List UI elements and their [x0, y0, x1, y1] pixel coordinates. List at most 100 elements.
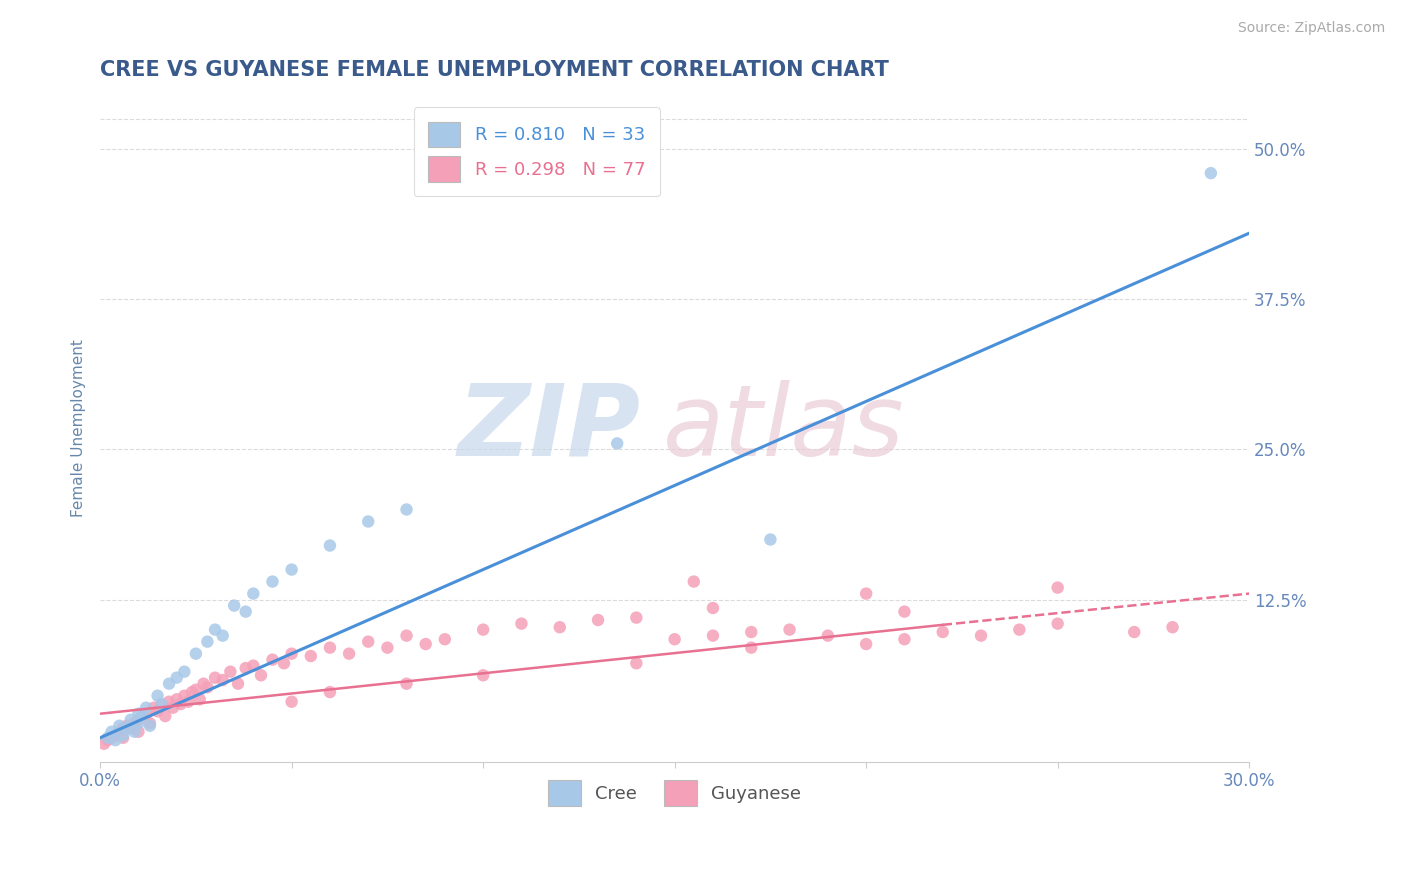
- Point: [855, 586, 877, 600]
- Point: [357, 515, 380, 529]
- Point: [211, 629, 233, 643]
- Point: [1046, 581, 1069, 595]
- Point: [139, 719, 162, 733]
- Point: [193, 676, 215, 690]
- Point: [204, 623, 226, 637]
- Point: [1161, 620, 1184, 634]
- Point: [195, 681, 218, 695]
- Text: atlas: atlas: [664, 380, 905, 477]
- Point: [626, 657, 648, 671]
- Point: [112, 721, 135, 735]
- Point: [224, 599, 246, 613]
- Point: [173, 689, 195, 703]
- Text: CREE VS GUYANESE FEMALE UNEMPLOYMENT CORRELATION CHART: CREE VS GUYANESE FEMALE UNEMPLOYMENT COR…: [100, 60, 889, 79]
- Point: [1046, 616, 1069, 631]
- Point: [242, 658, 264, 673]
- Point: [586, 613, 609, 627]
- Point: [702, 629, 724, 643]
- Point: [131, 709, 153, 723]
- Point: [124, 724, 146, 739]
- Point: [970, 629, 993, 643]
- Point: [817, 629, 839, 643]
- Point: [184, 682, 207, 697]
- Point: [104, 733, 127, 747]
- Point: [472, 668, 495, 682]
- Point: [124, 716, 146, 731]
- Point: [510, 616, 533, 631]
- Point: [740, 640, 762, 655]
- Point: [1199, 166, 1222, 180]
- Point: [779, 623, 801, 637]
- Point: [893, 632, 915, 647]
- Point: [702, 601, 724, 615]
- Point: [262, 574, 284, 589]
- Point: [108, 719, 131, 733]
- Point: [280, 695, 302, 709]
- Point: [97, 731, 120, 745]
- Point: [262, 653, 284, 667]
- Point: [932, 625, 955, 640]
- Point: [112, 728, 135, 742]
- Point: [415, 637, 437, 651]
- Text: Source: ZipAtlas.com: Source: ZipAtlas.com: [1237, 21, 1385, 35]
- Point: [219, 665, 242, 679]
- Point: [120, 721, 142, 735]
- Point: [235, 661, 257, 675]
- Point: [146, 689, 169, 703]
- Point: [97, 733, 120, 747]
- Point: [280, 647, 302, 661]
- Point: [433, 632, 456, 647]
- Point: [226, 676, 249, 690]
- Point: [235, 605, 257, 619]
- Point: [626, 610, 648, 624]
- Point: [299, 648, 322, 663]
- Point: [280, 563, 302, 577]
- Point: [142, 700, 165, 714]
- Legend: Cree, Guyanese: Cree, Guyanese: [541, 772, 808, 813]
- Point: [682, 574, 704, 589]
- Point: [150, 697, 173, 711]
- Point: [337, 647, 360, 661]
- Point: [395, 629, 418, 643]
- Point: [211, 673, 233, 687]
- Point: [319, 685, 342, 699]
- Point: [169, 697, 191, 711]
- Point: [472, 623, 495, 637]
- Point: [108, 724, 131, 739]
- Point: [893, 605, 915, 619]
- Point: [115, 721, 138, 735]
- Point: [395, 502, 418, 516]
- Point: [204, 671, 226, 685]
- Point: [157, 695, 180, 709]
- Point: [127, 713, 149, 727]
- Y-axis label: Female Unemployment: Female Unemployment: [72, 340, 86, 517]
- Point: [242, 586, 264, 600]
- Point: [115, 719, 138, 733]
- Point: [250, 668, 273, 682]
- Point: [131, 709, 153, 723]
- Point: [395, 676, 418, 690]
- Point: [157, 676, 180, 690]
- Point: [357, 634, 380, 648]
- Point: [100, 731, 122, 745]
- Point: [100, 724, 122, 739]
- Point: [195, 634, 218, 648]
- Point: [181, 685, 204, 699]
- Point: [135, 700, 157, 714]
- Point: [1008, 623, 1031, 637]
- Point: [93, 737, 115, 751]
- Point: [319, 539, 342, 553]
- Point: [155, 709, 177, 723]
- Point: [377, 640, 399, 655]
- Point: [184, 647, 207, 661]
- Point: [166, 671, 188, 685]
- Point: [112, 731, 135, 745]
- Point: [127, 724, 149, 739]
- Point: [319, 640, 342, 655]
- Point: [135, 706, 157, 721]
- Point: [139, 716, 162, 731]
- Point: [759, 533, 782, 547]
- Point: [1123, 625, 1146, 640]
- Point: [127, 706, 149, 721]
- Point: [173, 665, 195, 679]
